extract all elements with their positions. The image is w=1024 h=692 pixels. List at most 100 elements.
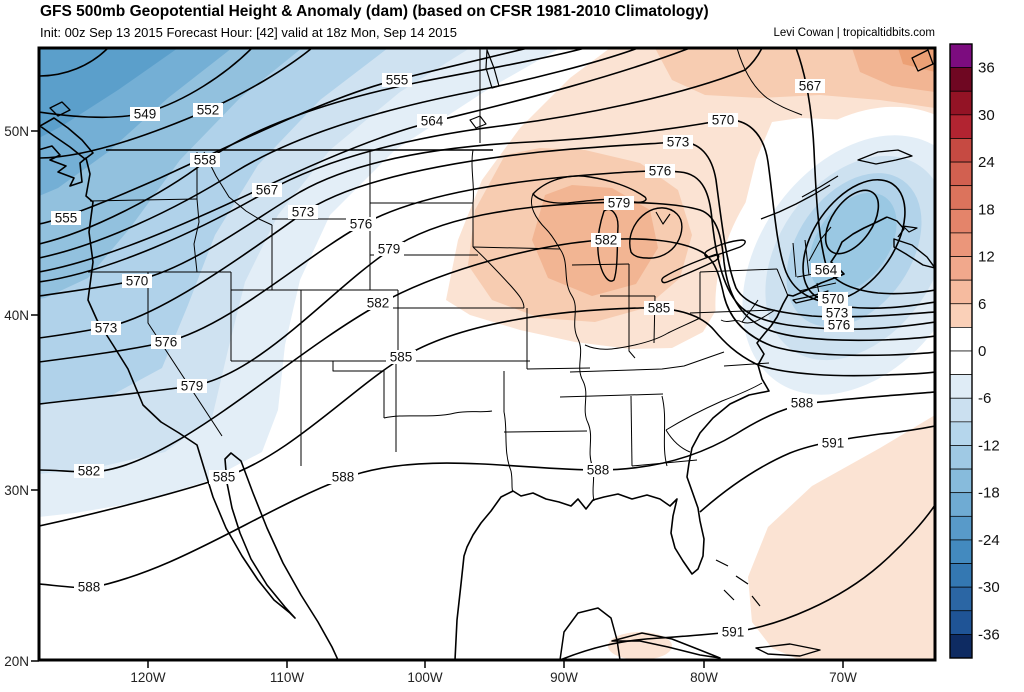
coastline-or-border bbox=[40, 117, 94, 160]
colorbar-segment bbox=[949, 586, 973, 612]
svg-text:588: 588 bbox=[78, 580, 101, 595]
contour-label: 588 bbox=[583, 463, 613, 478]
contour-label: 570 bbox=[818, 292, 848, 307]
colorbar-tick-label: -6 bbox=[978, 390, 991, 407]
svg-text:573: 573 bbox=[292, 205, 315, 220]
coastline-or-border bbox=[665, 382, 763, 431]
coastline-or-border bbox=[332, 361, 385, 418]
colorbar-segment bbox=[949, 114, 973, 139]
colorbar: 36 30 24 18 12 6 0 -6 -12 -18 -24 -30 -36 bbox=[949, 43, 1000, 659]
svg-text:576: 576 bbox=[155, 335, 178, 350]
colorbar-segment bbox=[949, 185, 973, 210]
credit-watermark: Levi Cowan | tropicaltidbits.com bbox=[773, 27, 936, 39]
contour-label: 570 bbox=[708, 113, 738, 128]
colorbar-tick-label: 0 bbox=[978, 343, 986, 360]
coastline-or-border bbox=[661, 253, 720, 284]
svg-text:588: 588 bbox=[791, 396, 814, 411]
svg-text:564: 564 bbox=[815, 263, 838, 278]
colorbar-tick-label: 12 bbox=[978, 249, 995, 266]
lon-tick-label: 100W bbox=[407, 670, 443, 685]
coastline-or-border bbox=[755, 643, 821, 657]
colorbar-tick-label: 30 bbox=[978, 107, 995, 124]
chart-title: GFS 500mb Geopotential Height & Anomaly … bbox=[40, 3, 709, 20]
contour-label: 555 bbox=[382, 73, 412, 88]
contour-label: 582 bbox=[591, 233, 621, 248]
lat-tick-label: 40N bbox=[4, 308, 29, 323]
svg-text:564: 564 bbox=[421, 114, 444, 129]
contour-label: 573 bbox=[288, 205, 318, 220]
svg-text:591: 591 bbox=[822, 436, 845, 451]
contour-label: 579 bbox=[604, 196, 634, 211]
contour-label: 573 bbox=[91, 321, 121, 336]
colorbar-tick-label: 24 bbox=[978, 154, 995, 171]
axis-ticks: 50N 40N 30N 20N 120W 110W 100W 90W 80W 70W bbox=[4, 124, 857, 685]
colorbar-segment bbox=[949, 161, 973, 187]
contour-label: 573 bbox=[822, 306, 852, 321]
colorbar-segment bbox=[949, 232, 973, 257]
contour-label: 585 bbox=[644, 301, 674, 316]
lon-tick-label: 90W bbox=[550, 670, 578, 685]
colorbar-tick-label: 36 bbox=[978, 60, 995, 77]
colorbar-segment bbox=[949, 90, 973, 116]
contour-label: 579 bbox=[177, 379, 207, 394]
contour-label: 576 bbox=[824, 318, 854, 333]
coastline-or-border bbox=[193, 198, 200, 273]
coastline-or-border bbox=[469, 115, 487, 129]
contour-label: 549 bbox=[130, 107, 160, 122]
colorbar-segment bbox=[949, 279, 973, 305]
svg-text:570: 570 bbox=[712, 113, 735, 128]
contour-label: 576 bbox=[346, 217, 376, 232]
lat-tick-label: 30N bbox=[4, 483, 29, 498]
contour-label: 579 bbox=[374, 242, 404, 257]
svg-text:558: 558 bbox=[194, 153, 217, 168]
coastline-or-border bbox=[911, 49, 934, 72]
coastline-or-border bbox=[816, 282, 820, 294]
height-contour-closed-561 bbox=[824, 189, 880, 255]
colorbar-segment bbox=[949, 256, 973, 281]
svg-text:582: 582 bbox=[367, 296, 390, 311]
colorbar-segment bbox=[949, 397, 973, 423]
contour-label: 558 bbox=[190, 153, 220, 168]
contour-label: 564 bbox=[811, 263, 841, 278]
coastline-or-border bbox=[902, 225, 918, 233]
svg-text:579: 579 bbox=[378, 242, 401, 257]
geography-layer bbox=[40, 49, 934, 659]
coastline-or-border bbox=[655, 211, 671, 225]
colorbar-tick-label: 6 bbox=[978, 296, 986, 313]
colorbar-segment bbox=[949, 421, 973, 446]
colorbar-segment bbox=[949, 67, 973, 92]
svg-text:576: 576 bbox=[350, 217, 373, 232]
height-contour bbox=[40, 170, 934, 363]
svg-text:588: 588 bbox=[587, 463, 610, 478]
coastline-or-border bbox=[689, 309, 776, 314]
svg-text:555: 555 bbox=[55, 211, 78, 226]
height-contour bbox=[40, 238, 934, 473]
init-forecast-line: Init: 00z Sep 13 2015 Forecast Hour: [42… bbox=[40, 25, 457, 40]
colorbar-segment bbox=[949, 610, 973, 635]
colorbar-segment bbox=[949, 43, 973, 68]
svg-text:591: 591 bbox=[722, 625, 745, 640]
colorbar-segment bbox=[949, 350, 973, 375]
colorbar-tick-label: 18 bbox=[978, 201, 995, 218]
coastline-or-border bbox=[665, 429, 691, 453]
svg-text:585: 585 bbox=[213, 470, 236, 485]
svg-text:555: 555 bbox=[386, 73, 409, 88]
coastline-or-border bbox=[503, 411, 514, 493]
contour-label: 582 bbox=[74, 464, 104, 479]
contour-label: 552 bbox=[193, 103, 223, 118]
colorbar-tick-label: -30 bbox=[978, 579, 1000, 596]
coastline-or-border bbox=[792, 242, 797, 278]
svg-text:585: 585 bbox=[648, 301, 671, 316]
svg-text:576: 576 bbox=[649, 164, 672, 179]
contour-label: 573 bbox=[663, 135, 693, 150]
svg-text:552: 552 bbox=[197, 103, 220, 118]
coastline-or-border bbox=[40, 145, 339, 659]
map-frame bbox=[37, 46, 937, 662]
coastline-or-border bbox=[723, 362, 770, 367]
svg-text:567: 567 bbox=[799, 79, 822, 94]
coastline-or-border bbox=[471, 149, 474, 247]
coastline-or-border bbox=[628, 264, 636, 359]
contour-label: 555 bbox=[51, 211, 81, 226]
height-contour bbox=[795, 49, 934, 295]
